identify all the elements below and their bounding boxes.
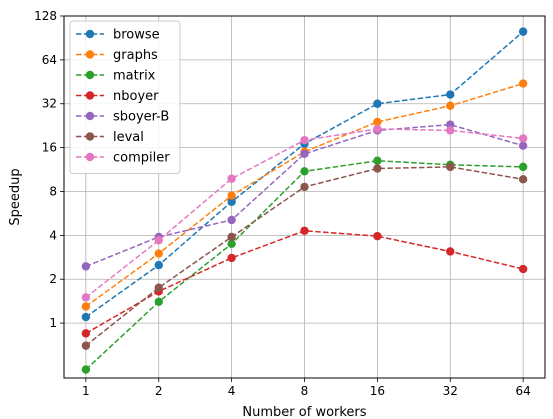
data-point [227, 239, 236, 249]
data-point [518, 264, 528, 274]
data-point [373, 124, 382, 134]
x-tick-label: 32 [443, 384, 458, 398]
data-point [446, 101, 455, 110]
legend-item-leval: leval [76, 130, 144, 145]
data-point [81, 329, 91, 338]
series-group [81, 27, 528, 374]
data-point [518, 141, 528, 150]
data-point [81, 341, 91, 350]
data-point [300, 182, 309, 192]
x-tick-label: 1 [82, 384, 90, 398]
legend-item-matrix: matrix [76, 69, 156, 84]
data-point [81, 312, 91, 322]
legend-item-browse: browse [76, 28, 160, 43]
legend-label: nboyer [113, 89, 159, 104]
y-tick-label: 64 [42, 53, 57, 67]
data-point [446, 120, 455, 129]
data-point [373, 231, 382, 241]
legend-marker [85, 91, 95, 100]
legend-item-nboyer: nboyer [76, 89, 159, 104]
data-point [518, 79, 528, 88]
data-point [227, 191, 236, 200]
y-axis-title: Speedup [8, 168, 23, 225]
data-point [446, 90, 455, 99]
legend: browse graphs matrix nboyer sboyer-B leval com… [69, 20, 181, 174]
data-point [227, 215, 236, 225]
y-tick-label: 2 [49, 272, 57, 286]
series-leval [81, 162, 528, 350]
legend-label: browse [113, 28, 160, 43]
data-point [227, 253, 236, 263]
data-point [154, 249, 163, 258]
data-point [81, 365, 91, 374]
ticks: 1 2 4 8 16 32 64 1 2 4 8 16 32 64 128 [34, 9, 531, 398]
x-tick-label: 16 [370, 384, 385, 398]
data-point [373, 117, 382, 127]
data-point [227, 232, 236, 242]
data-point [518, 134, 528, 143]
legend-box [69, 20, 181, 174]
data-point [373, 99, 382, 108]
legend-marker [85, 70, 95, 80]
data-point [300, 135, 309, 145]
x-tick-label: 4 [228, 384, 236, 398]
data-point [518, 162, 528, 172]
legend-marker [85, 50, 95, 59]
data-point [373, 164, 382, 173]
legend-marker [85, 29, 95, 39]
data-point [154, 260, 163, 270]
y-tick-label: 4 [49, 228, 57, 242]
data-point [300, 226, 309, 235]
legend-item-sboyer-B: sboyer-B [76, 110, 169, 125]
data-point [154, 297, 163, 306]
data-point [154, 236, 163, 245]
legend-label: matrix [113, 69, 156, 84]
y-tick-label: 8 [49, 184, 57, 198]
x-axis-title: Number of workers [242, 405, 366, 419]
legend-label: graphs [113, 48, 158, 63]
data-point [227, 197, 236, 206]
y-tick-label: 1 [49, 316, 57, 330]
legend-label: leval [113, 130, 144, 145]
legend-marker [85, 111, 95, 121]
y-tick-label: 16 [42, 141, 57, 155]
legend-label: sboyer-B [113, 110, 169, 125]
data-point [81, 293, 91, 302]
legend-marker [85, 152, 95, 162]
x-tick-label: 2 [155, 384, 163, 398]
data-point [81, 302, 91, 311]
data-point [518, 175, 528, 184]
data-point [300, 167, 309, 176]
legend-marker [85, 132, 95, 141]
data-point [81, 262, 91, 271]
x-tick-label: 64 [515, 384, 530, 398]
data-point [446, 126, 455, 135]
data-point [518, 27, 528, 36]
series-compiler [81, 124, 528, 302]
data-point [373, 156, 382, 165]
y-tick-label: 32 [42, 97, 57, 111]
data-point [446, 162, 455, 172]
x-tick-label: 8 [301, 384, 309, 398]
data-point [300, 149, 309, 159]
legend-item-graphs: graphs [76, 48, 158, 63]
legend-item-compiler: compiler [76, 151, 170, 166]
y-tick-label: 128 [34, 9, 57, 23]
legend-label: compiler [113, 151, 170, 166]
data-point [446, 247, 455, 256]
data-point [227, 174, 236, 183]
data-point [154, 283, 163, 292]
